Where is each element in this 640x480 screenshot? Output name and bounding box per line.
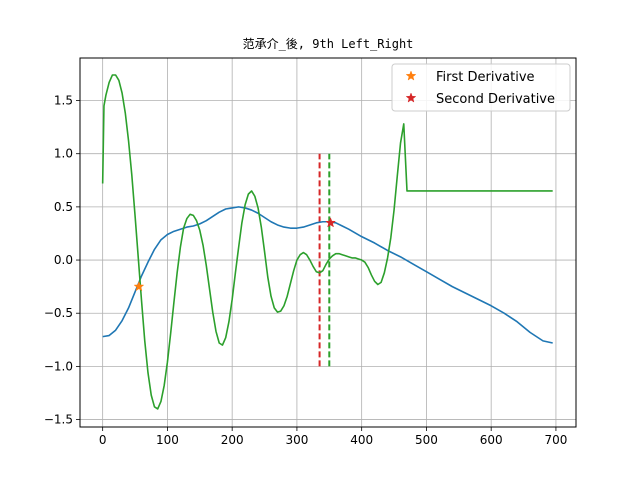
x-tick-label: 200 (221, 433, 244, 447)
x-tick-label: 400 (350, 433, 373, 447)
legend-marker (405, 92, 417, 103)
series-line (101, 74, 553, 410)
y-axis-ticks: −1.5 −1.0 −0.5 0.0 0.5 1.0 1.5 (44, 94, 80, 427)
legend-label: Second Derivative (436, 92, 555, 107)
y-tick-label: −1.5 (44, 413, 73, 427)
y-tick-label: 0.0 (54, 253, 73, 267)
y-tick-label: −1.0 (44, 359, 73, 373)
x-tick-label: 100 (156, 433, 179, 447)
chart-title: 范承介_後, 9th Left_Right (243, 37, 414, 51)
plot-area (80, 58, 576, 427)
series-line (102, 206, 553, 344)
x-tick-label: 300 (285, 433, 308, 447)
x-axis-ticks: 0 100 200 300 400 500 600 700 (99, 427, 567, 447)
y-tick-label: 1.5 (54, 94, 73, 108)
legend-label: First Derivative (436, 70, 535, 85)
legend-marker (405, 70, 417, 81)
derivative-marker-star (325, 217, 337, 228)
legend-box (391, 63, 571, 112)
x-tick-label: 500 (415, 433, 438, 447)
grid-lines (80, 58, 576, 427)
y-tick-label: 0.5 (54, 200, 73, 214)
derivative-markers (133, 217, 337, 292)
series-lines (101, 74, 553, 410)
x-tick-label: 0 (99, 433, 107, 447)
plot-frame (79, 57, 577, 428)
y-tick-label: 1.0 (54, 147, 73, 161)
legend: First Derivative Second Derivative (391, 63, 571, 112)
derivative-marker-star (133, 280, 145, 292)
x-tick-label: 700 (544, 433, 567, 447)
x-tick-label: 600 (480, 433, 503, 447)
y-tick-label: −0.5 (44, 306, 73, 320)
